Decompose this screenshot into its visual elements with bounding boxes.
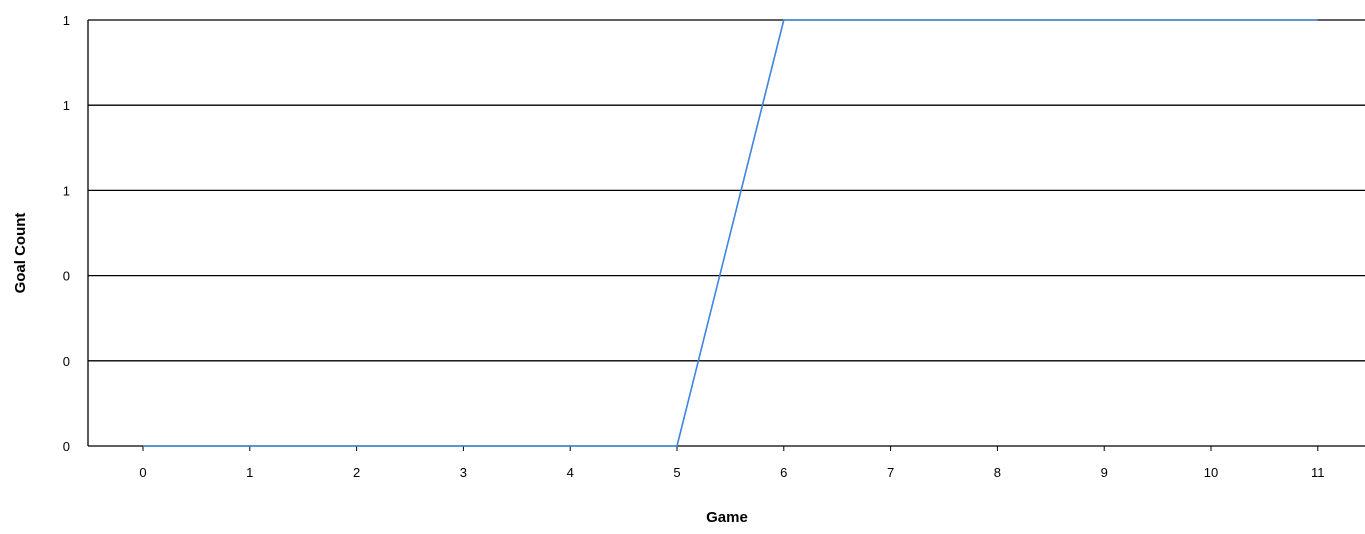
x-tick-label: 3 [460,465,467,480]
x-tick-label: 8 [994,465,1001,480]
x-tick-label: 10 [1204,465,1218,480]
grid-lines [88,19,1365,447]
x-axis-title: Game [706,509,748,526]
y-tick-label: 1 [63,13,70,28]
y-tick-label: 0 [63,269,70,284]
y-tick-label: 0 [63,439,70,454]
x-tick-label: 11 [1311,465,1325,480]
x-tick-label: 4 [567,465,574,480]
y-tick-labels: 0 0 0 1 1 1 [63,13,70,454]
y-tick-label: 1 [63,183,70,198]
x-tick-labels: 0 1 2 3 4 5 6 7 8 9 10 11 [139,465,1324,480]
x-tick-label: 2 [353,465,360,480]
x-tick-label: 9 [1101,465,1108,480]
series-line-1 [143,19,1318,447]
x-tick-label: 5 [673,465,680,480]
x-tick-label: 7 [887,465,894,480]
y-tick-label: 0 [63,354,70,369]
x-tick-label: 6 [780,465,787,480]
x-tick-label: 1 [246,465,253,480]
y-tick-label: 1 [63,98,70,113]
y-axis-title: Goal Count [12,213,29,294]
x-tick-label: 0 [139,465,146,480]
series-layer [143,19,1318,447]
plot-frame [87,20,1319,451]
